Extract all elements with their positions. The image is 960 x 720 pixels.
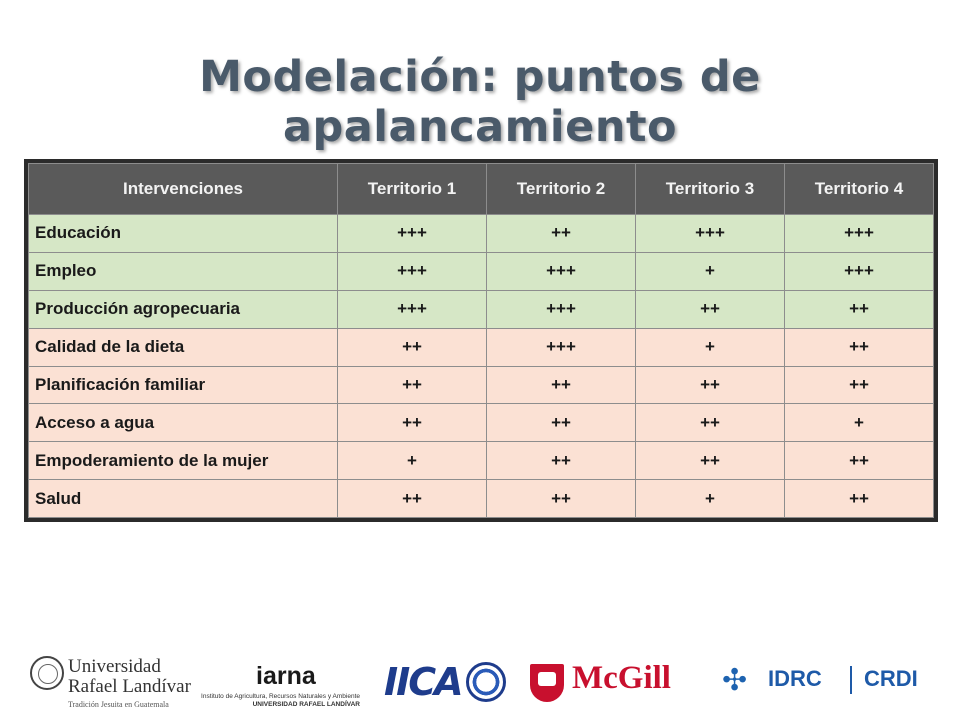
iica-name: IICA [384,660,464,704]
rating-cell-territorio-4: ++ [784,479,934,518]
row-label: Acceso a agua [28,403,338,443]
iarna-name: iarna [256,662,316,690]
crdi-name: CRDI [864,666,918,691]
table-row: Calidad de la dieta ++ +++ + ++ [28,327,934,367]
idrc-separator [850,666,852,694]
row-label: Empleo [28,251,338,291]
rating-cell-territorio-2: ++ [486,479,636,518]
iica-logo: IICA [380,656,512,712]
rating-cell-territorio-4: ++ [784,365,934,405]
table-row: Salud ++ ++ + ++ [28,479,934,518]
rating-cell-territorio-2: ++ [486,403,636,443]
rating-cell-territorio-3: ++ [635,403,785,443]
rating-cell-territorio-4: ++ [784,441,934,481]
rating-cell-territorio-1: +++ [337,289,487,329]
logo-strip: Universidad Rafael Landívar Tradición Je… [0,648,960,720]
rating-cell-territorio-4: ++ [784,327,934,367]
table-header-row: Intervenciones Territorio 1 Territorio 2… [28,163,934,215]
rating-cell-territorio-2: +++ [486,251,636,291]
rating-cell-territorio-2: +++ [486,327,636,367]
mcgill-shield-icon [530,664,564,702]
rating-cell-territorio-1: +++ [337,251,487,291]
rating-cell-territorio-3: ++ [635,365,785,405]
rating-cell-territorio-1: ++ [337,327,487,367]
rating-cell-territorio-4: +++ [784,251,934,291]
table-row: Empoderamiento de la mujer + ++ ++ ++ [28,441,934,481]
rating-cell-territorio-4: +++ [784,214,934,253]
rating-cell-territorio-1: + [337,441,487,481]
iarna-line1: Instituto de Agricultura, Recursos Natur… [201,693,360,700]
rating-cell-territorio-3: +++ [635,214,785,253]
rating-cell-territorio-2: ++ [486,441,636,481]
table-row: Planificación familiar ++ ++ ++ ++ [28,365,934,405]
table-row: Producción agropecuaria +++ +++ ++ ++ [28,289,934,329]
idrc-name: IDRC [768,666,822,691]
idrc-logo: ✣ IDRC CRDI [722,664,937,704]
slide-title: Modelación: puntos de apalancamiento [199,52,761,152]
rating-cell-territorio-3: + [635,327,785,367]
rating-cell-territorio-1: ++ [337,365,487,405]
url-tagline: Tradición Jesuita en Guatemala [68,700,169,709]
rating-cell-territorio-2: +++ [486,289,636,329]
row-label: Planificación familiar [28,365,338,405]
rating-cell-territorio-3: ++ [635,441,785,481]
globe-icon [466,662,506,702]
rating-cell-territorio-3: ++ [635,289,785,329]
url-name-line2: Rafael Landívar [68,676,191,697]
iarna-line2: UNIVERSIDAD RAFAEL LANDÍVAR [252,701,360,708]
header-territorio-1: Territorio 1 [337,163,487,215]
header-territorio-4: Territorio 4 [784,163,934,215]
rating-cell-territorio-2: ++ [486,214,636,253]
rating-cell-territorio-4: + [784,403,934,443]
leverage-table: Intervenciones Territorio 1 Territorio 2… [28,163,934,518]
header-intervenciones: Intervenciones [28,163,338,215]
row-label: Educación [28,214,338,253]
rating-cell-territorio-1: ++ [337,479,487,518]
url-name-line1: Universidad [68,656,161,677]
leverage-table-frame: Intervenciones Territorio 1 Territorio 2… [24,159,938,522]
header-territorio-2: Territorio 2 [486,163,636,215]
row-label: Salud [28,479,338,518]
table-row: Acceso a agua ++ ++ ++ + [28,403,934,443]
iarna-logo: iarna Instituto de Agricultura, Recursos… [190,662,360,712]
idrc-mark-icon: ✣ [722,663,748,698]
rating-cell-territorio-3: + [635,251,785,291]
url-logo: Universidad Rafael Landívar Tradición Je… [30,654,200,714]
table-row: Empleo +++ +++ + +++ [28,251,934,291]
row-label: Calidad de la dieta [28,327,338,367]
rating-cell-territorio-1: +++ [337,214,487,253]
table-body: Educación +++ ++ +++ +++ Empleo +++ +++ + +++ Prod… [28,214,934,518]
rating-cell-territorio-4: ++ [784,289,934,329]
rating-cell-territorio-1: ++ [337,403,487,443]
table-row: Educación +++ ++ +++ +++ [28,214,934,253]
rating-cell-territorio-2: ++ [486,365,636,405]
mcgill-logo: McGill [530,660,710,710]
rating-cell-territorio-3: + [635,479,785,518]
row-label: Empoderamiento de la mujer [28,441,338,481]
university-seal-icon [30,656,64,690]
mcgill-name: McGill [572,660,671,696]
header-territorio-3: Territorio 3 [635,163,785,215]
row-label: Producción agropecuaria [28,289,338,329]
